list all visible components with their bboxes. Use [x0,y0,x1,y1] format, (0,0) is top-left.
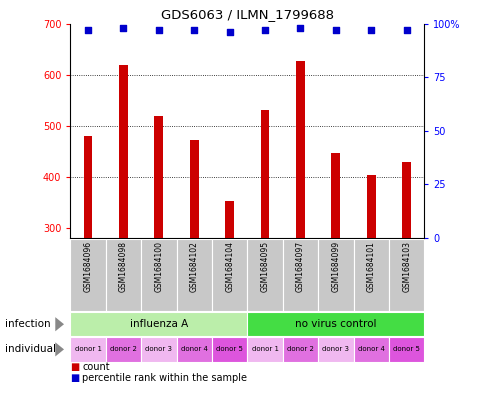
Bar [141,337,176,362]
Text: influenza A: influenza A [129,319,188,329]
Bar [154,116,163,238]
Bar [247,337,282,362]
Text: infection: infection [5,319,50,329]
Bar [318,239,353,311]
Bar [353,337,388,362]
Point [154,27,162,33]
Text: count: count [82,362,110,373]
Text: GSM1684096: GSM1684096 [83,241,92,292]
Text: ■: ■ [70,362,79,373]
Point [190,27,197,33]
Text: donor 5: donor 5 [393,346,419,353]
Text: donor 1: donor 1 [75,346,101,353]
Text: no virus control: no virus control [294,319,376,329]
Point [402,27,409,33]
Text: donor 3: donor 3 [145,346,172,353]
Text: donor 4: donor 4 [357,346,384,353]
Text: GSM1684095: GSM1684095 [260,241,269,292]
Point [260,27,268,33]
Text: donor 5: donor 5 [216,346,242,353]
Bar [282,239,318,311]
Point [366,27,374,33]
Bar [176,239,212,311]
Bar [282,337,318,362]
Bar [366,174,375,238]
Text: GSM1684098: GSM1684098 [119,241,128,292]
Bar [247,239,282,311]
Text: donor 2: donor 2 [110,346,136,353]
Bar [225,200,234,238]
Text: GSM1684102: GSM1684102 [189,241,198,292]
Bar [318,337,353,362]
Point [119,25,127,31]
Bar [106,239,141,311]
Bar [70,239,106,311]
Text: GSM1684104: GSM1684104 [225,241,234,292]
Bar [70,337,106,362]
Bar [331,152,340,238]
Bar [212,337,247,362]
Bar [119,65,128,238]
Text: ■: ■ [70,373,79,383]
Bar [189,140,198,238]
Text: percentile rank within the sample: percentile rank within the sample [82,373,247,383]
Text: GSM1684100: GSM1684100 [154,241,163,292]
Point [84,27,91,33]
Text: individual: individual [5,344,56,354]
Bar [106,337,141,362]
Text: donor 3: donor 3 [322,346,348,353]
Text: GSM1684097: GSM1684097 [295,241,304,292]
Bar [70,312,247,336]
Bar [388,337,424,362]
Bar [388,239,424,311]
Bar [260,110,269,238]
Bar [353,239,388,311]
Bar [401,162,410,238]
Bar [176,337,212,362]
Bar [295,61,304,238]
Text: GSM1684103: GSM1684103 [401,241,410,292]
Point [225,29,233,35]
Bar [247,312,424,336]
Text: donor 1: donor 1 [251,346,278,353]
Point [296,25,303,31]
Point [331,27,339,33]
Text: GSM1684099: GSM1684099 [331,241,340,292]
Bar [212,239,247,311]
Bar [141,239,176,311]
Text: donor 2: donor 2 [287,346,313,353]
Text: donor 4: donor 4 [181,346,207,353]
Bar [83,136,92,238]
Text: GSM1684101: GSM1684101 [366,241,375,292]
Title: GDS6063 / ILMN_1799688: GDS6063 / ILMN_1799688 [161,8,333,21]
